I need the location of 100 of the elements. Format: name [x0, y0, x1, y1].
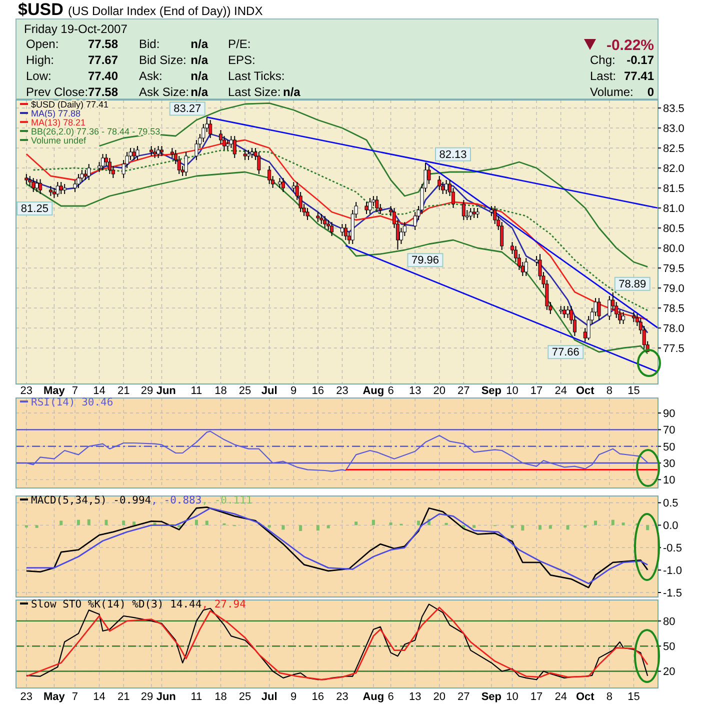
y-tick-label: 81.0 — [663, 203, 684, 215]
y-tick-label: 70 — [663, 424, 676, 437]
x-tick-label: Aug — [362, 385, 384, 397]
x-tick-label: 21 — [117, 385, 130, 397]
x-tick-label: 21 — [117, 691, 130, 703]
text: Last Size: — [228, 85, 281, 99]
x-tick-label: 7 — [72, 385, 78, 397]
annotation: Volume undef — [31, 136, 87, 146]
text: High: — [26, 53, 54, 67]
x-tick-label: 23 — [336, 385, 348, 397]
y-tick-label: 80.0 — [663, 243, 684, 255]
x-tick-label: Jun — [156, 691, 176, 703]
y-tick-label: 79.0 — [663, 283, 684, 295]
text: Chg: — [590, 53, 616, 67]
y-tick-label: 0.5 — [663, 498, 678, 510]
series-label: , -0.883 — [151, 494, 202, 506]
x-tick-label: 20 — [433, 385, 446, 397]
text: 77.58 — [88, 85, 118, 99]
legend-label: MACD(5,34,5) -0.994 — [31, 494, 152, 506]
text: Friday 19-Oct-2007 — [24, 22, 128, 36]
text: Bid Size: — [139, 53, 186, 67]
x-tick-label: 10 — [506, 385, 518, 397]
annotation: 77.66 — [552, 346, 580, 359]
legend-label: Slow STO %K(14) %D(3) 14.44 — [31, 598, 202, 610]
annotation: 79.96 — [411, 254, 439, 267]
text: Volume: — [590, 85, 634, 99]
y-tick-label: 82.5 — [663, 143, 684, 155]
x-tick-label: 6 — [388, 691, 394, 703]
text: n/a — [190, 53, 208, 67]
y-tick-label: -1.0 — [663, 565, 682, 578]
text: $USD — [18, 0, 64, 19]
x-tick-label: 24 — [554, 691, 567, 703]
x-tick-label: Jul — [261, 385, 278, 397]
x-tick-label: 9 — [290, 385, 297, 397]
annotation: 83.27 — [174, 103, 202, 116]
y-tick-label: 81.5 — [663, 183, 684, 195]
x-tick-label: Oct — [576, 691, 595, 703]
text: 77.67 — [88, 53, 118, 67]
y-tick-label: 30 — [663, 458, 676, 470]
y-tick-label: 10 — [663, 474, 676, 487]
annotation: 78.89 — [618, 278, 646, 290]
x-tick-label: 10 — [506, 691, 518, 703]
text: P/E: — [228, 37, 251, 51]
x-tick-label: Jul — [261, 691, 278, 703]
x-tick-label: 7 — [72, 691, 78, 703]
legend-label: MA(13) 78.21 — [31, 118, 86, 128]
y-tick-label: 80 — [663, 616, 676, 628]
x-tick-label: 16 — [312, 691, 324, 703]
x-tick-label: 20 — [433, 691, 446, 703]
x-tick-label: 18 — [214, 691, 227, 703]
text: n/a — [190, 85, 208, 99]
y-tick-label: 80.5 — [663, 223, 684, 235]
y-tick-label: 50 — [663, 441, 676, 454]
x-tick-label: 23 — [20, 691, 33, 703]
y-tick-label: 20 — [663, 666, 676, 678]
x-tick-label: 17 — [530, 691, 543, 703]
series-label: , -0.111 — [202, 494, 252, 506]
legend-label: RSI(14) 30.46 — [31, 396, 114, 408]
text: -0.17 — [626, 53, 654, 67]
x-tick-label: May — [43, 691, 66, 703]
y-tick-label: 77.5 — [663, 343, 684, 355]
x-tick-label: Aug — [362, 691, 384, 703]
x-tick-label: 25 — [238, 385, 252, 397]
x-tick-label: 27 — [458, 385, 470, 397]
y-tick-label: 83.5 — [663, 103, 684, 115]
y-tick-label: 50 — [663, 641, 676, 654]
annotation: 81.25 — [20, 203, 48, 215]
y-tick-label: 83.0 — [663, 123, 684, 135]
x-tick-label: 9 — [290, 691, 297, 703]
x-tick-label: 6 — [388, 385, 394, 397]
text: (US Dollar Index (End of Day)) INDX — [68, 4, 263, 18]
text: 77.40 — [88, 69, 118, 83]
x-tick-label: 18 — [214, 385, 227, 397]
x-tick-label: 15 — [628, 385, 640, 397]
text: 77.41 — [624, 69, 654, 83]
x-tick-label: 13 — [408, 385, 422, 397]
legend-label: $USD (Daily) 77.41 — [31, 100, 109, 110]
text: Last: — [590, 69, 616, 83]
text: Low: — [26, 69, 52, 83]
text: n/a — [190, 69, 208, 83]
y-tick-label: -0.5 — [663, 542, 682, 555]
x-tick-label: 11 — [190, 385, 202, 397]
x-tick-label: 14 — [93, 385, 106, 397]
x-tick-label: 13 — [408, 691, 422, 703]
text: Ask Size: — [139, 85, 190, 99]
y-tick-label: 90 — [663, 408, 676, 420]
y-tick-label: 0.0 — [663, 520, 678, 532]
y-tick-label: 82.0 — [663, 163, 684, 175]
x-tick-label: May — [43, 385, 66, 397]
text: 77.58 — [88, 37, 118, 51]
y-tick-label: -1.5 — [663, 588, 682, 600]
y-tick-label: 78.0 — [663, 323, 684, 335]
x-tick-label: Sep — [481, 691, 502, 703]
x-tick-label: Jun — [156, 385, 176, 397]
x-tick-label: 8 — [606, 691, 612, 703]
text: 0 — [647, 85, 654, 99]
text: -0.22% — [606, 37, 654, 54]
x-tick-label: 17 — [530, 385, 543, 397]
text: Ask: — [139, 69, 162, 83]
text: Bid: — [139, 37, 160, 51]
